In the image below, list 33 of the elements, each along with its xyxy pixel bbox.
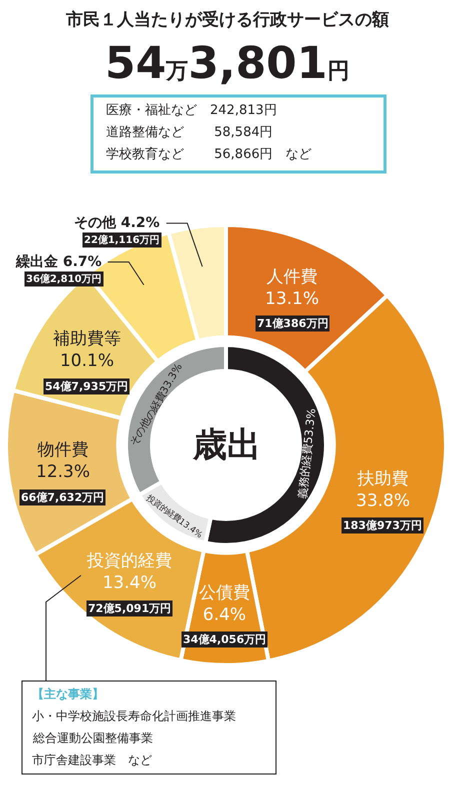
chart-subtitle: 54万3,801円	[105, 38, 350, 89]
text: 総合運動公園整備事業	[32, 731, 153, 745]
text: 22億1,116万円	[84, 235, 160, 246]
slice-label: 人件費	[266, 267, 318, 287]
text: 小・中学校施設長寿命化計画推進事業	[32, 709, 236, 723]
text: 66億7,632万円	[21, 491, 104, 504]
category-label: 義務的経費53.3%	[296, 408, 318, 500]
data-label: 33.8%	[356, 491, 410, 512]
slice-label: 補助費等	[53, 329, 121, 349]
text: 36億2,810万円	[26, 274, 102, 285]
text: 71億386万円	[257, 317, 328, 330]
text: 歳出	[192, 425, 261, 465]
slice-label: 物件費	[38, 440, 89, 460]
text: 183億973万円	[343, 519, 422, 532]
data-label: 10.1%	[60, 351, 114, 372]
text: 医療・福祉など 242,813円	[106, 103, 277, 118]
slice-label: 扶助費	[356, 469, 409, 489]
data-label: 13.1%	[265, 289, 320, 310]
text: 【主な事業】	[32, 687, 104, 701]
text: 54億7,935万円	[45, 380, 128, 393]
slice-label: 繰出金 6.7%	[15, 254, 102, 270]
data-label: 13.4%	[102, 573, 157, 594]
data-label: 12.3%	[36, 462, 90, 482]
text: 道路整備など 58,584円	[106, 125, 273, 140]
slice-label: その他 4.2%	[74, 215, 160, 231]
chart-title: 市民１人当たりが受ける行政サービスの額	[65, 10, 389, 30]
text: 72億5,091万円	[88, 602, 172, 615]
text: 34億4,056万円	[183, 633, 266, 646]
text: 学校教育など 56,866円 など	[106, 146, 312, 162]
data-label: 6.4%	[202, 605, 246, 626]
slice-label: 公債費	[199, 583, 250, 603]
text: 市庁舎建設事業 など	[32, 753, 152, 767]
slice-label: 投資的経費	[86, 551, 172, 571]
